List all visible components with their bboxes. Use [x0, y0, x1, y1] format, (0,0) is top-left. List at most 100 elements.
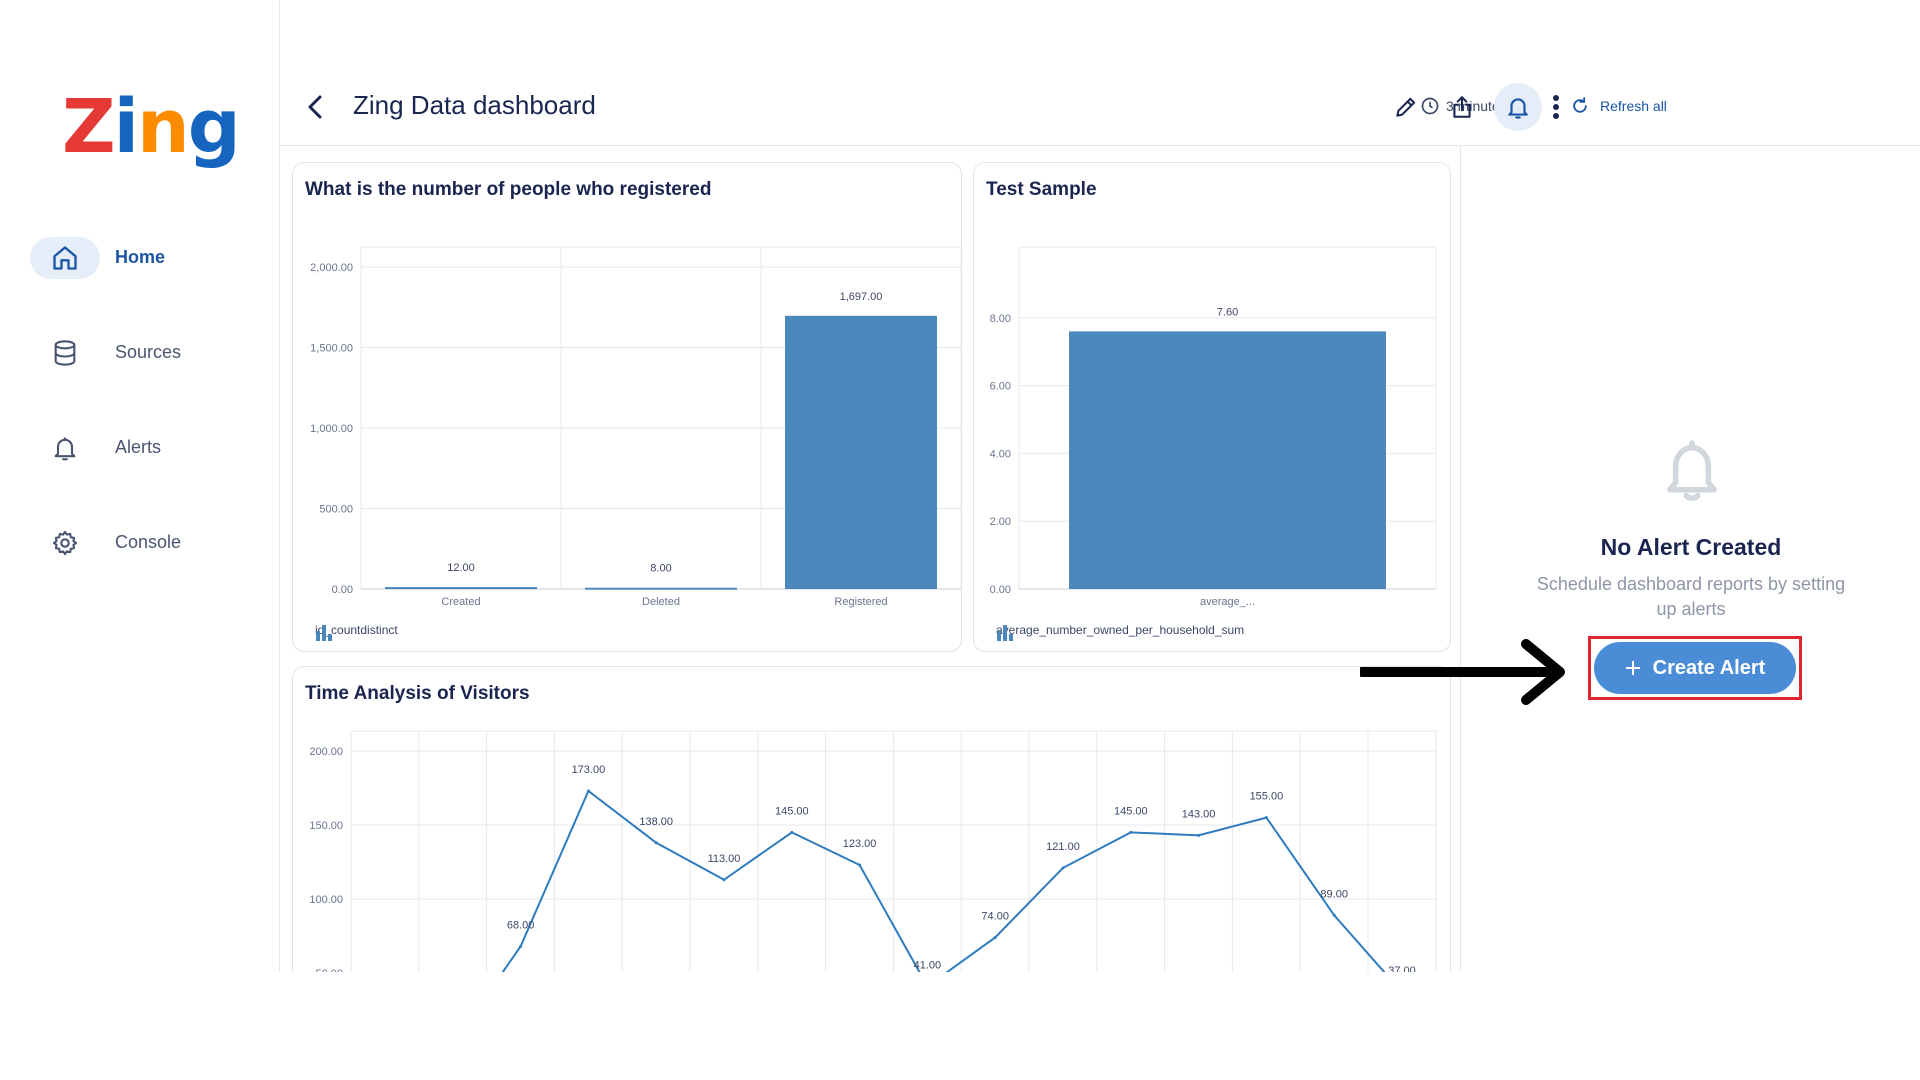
sidebar-item-label: Sources [115, 342, 182, 362]
data-point [1264, 816, 1268, 820]
data-point [722, 878, 726, 882]
bar-data-label: 12.00 [447, 562, 475, 574]
bar-chart-icon [316, 625, 332, 641]
series-line [501, 789, 1386, 972]
more-vertical-icon [1553, 95, 1559, 119]
bar [385, 587, 537, 590]
point-data-label: 68.00 [507, 919, 535, 931]
share-icon [1453, 96, 1471, 118]
chart-card-registered[interactable]: What is the number of people who registe… [292, 162, 962, 652]
clock-icon [1421, 97, 1439, 115]
point-data-label: 173.00 [572, 764, 606, 776]
home-icon [30, 236, 100, 279]
data-point [1332, 913, 1336, 917]
bell-icon [1667, 440, 1717, 501]
highlight-annotation-box [1588, 636, 1802, 700]
dashboard-header: Zing Data dashboard 3 minutes ago Refres… [280, 72, 1920, 146]
point-data-label: 138.00 [639, 816, 673, 828]
sidebar-item-label: Console [115, 532, 182, 552]
point-data-label: 89.00 [1320, 888, 1348, 900]
point-data-label: 41.00 [914, 959, 942, 971]
refresh-all-button[interactable]: Refresh all [1570, 96, 1667, 116]
chart-legend: id_countdistinct [315, 623, 398, 641]
bell-icon [1508, 98, 1528, 119]
pencil-icon [1396, 97, 1416, 117]
y-tick-label: 2,000.00 [310, 262, 353, 274]
logo-letter-i: i [113, 84, 139, 170]
bar-data-label: 7.60 [1217, 306, 1238, 318]
data-point [1129, 830, 1133, 834]
y-tick-label: 6.00 [990, 381, 1011, 393]
bar [785, 315, 937, 589]
empty-state-subtitle: Schedule dashboard reports by setting up… [1536, 574, 1846, 619]
point-data-label: 145.00 [1114, 805, 1148, 817]
create-alert-button[interactable]: Create Alert [1594, 642, 1796, 694]
x-tick-label: average_... [1200, 596, 1255, 608]
x-tick-label: Deleted [642, 596, 680, 608]
back-button[interactable] [300, 90, 330, 124]
y-tick-label: 2.00 [990, 516, 1011, 528]
data-point [790, 830, 794, 834]
bar-data-label: 8.00 [650, 563, 671, 575]
y-tick-label: 100.00 [309, 894, 343, 906]
sidebar-item-label: Home [115, 247, 166, 267]
data-point [993, 935, 997, 939]
sidebar-item-alerts[interactable]: Alerts [0, 400, 280, 495]
data-point [519, 944, 523, 948]
alerts-panel: No Alert Created Schedule dashboard repo… [1460, 146, 1920, 972]
bell-icon [30, 427, 100, 469]
point-data-label: 113.00 [708, 853, 741, 865]
more-options-button[interactable] [1538, 83, 1574, 131]
data-point [1197, 833, 1201, 837]
alerts-toggle-button[interactable] [1494, 83, 1542, 131]
bar [585, 587, 737, 590]
legend-label: average_number_owned_per_household_sum [996, 623, 1245, 637]
y-tick-label: 4.00 [990, 448, 1011, 460]
data-point [858, 863, 862, 867]
sidebar-item-console[interactable]: Console [0, 495, 280, 590]
x-tick-label: Created [441, 596, 480, 608]
point-data-label: 74.00 [981, 910, 1009, 922]
y-tick-label: 0.00 [332, 584, 353, 596]
empty-state-title: No Alert Created [1600, 534, 1782, 560]
chevron-left-icon [308, 95, 322, 119]
sidebar-item-label: Alerts [115, 437, 162, 457]
page-title: Zing Data dashboard [353, 90, 596, 120]
arrow-right-icon [1360, 639, 1565, 705]
create-alert-label: Create Alert [1652, 656, 1766, 679]
point-data-label: 143.00 [1182, 808, 1216, 820]
chart-title: What is the number of people who registe… [305, 179, 712, 200]
gear-icon [30, 522, 100, 564]
point-data-label: 155.00 [1250, 791, 1284, 803]
y-tick-label: 500.00 [319, 504, 353, 516]
point-data-label: 145.00 [775, 805, 809, 817]
sidebar-nav: Home Sources Alerts Console [0, 210, 280, 590]
edit-button[interactable] [1382, 83, 1430, 131]
y-tick-label: 1,500.00 [310, 343, 353, 355]
chart-card-test-sample[interactable]: Test Sample 0.00 2.00 4.00 6.00 8.00 7.60 aver… [973, 162, 1451, 652]
y-tick-label: 0.00 [990, 584, 1011, 596]
refresh-all-label: Refresh all [1600, 98, 1667, 114]
logo-letter-g: g [187, 84, 241, 170]
dashboard-content: What is the number of people who registe… [280, 146, 1460, 972]
refresh-icon [1573, 97, 1587, 113]
y-tick-label: 1,000.00 [310, 423, 353, 435]
chart-card-visitors[interactable]: Time Analysis of Visitors 50.00 100.00 150… [292, 666, 1451, 972]
bar-chart-icon [997, 625, 1013, 641]
chart-legend: average_number_owned_per_household_sum [996, 623, 1245, 641]
y-tick-label: 8.00 [990, 313, 1011, 325]
plus-icon [1625, 661, 1640, 675]
bar-data-label: 1,697.00 [840, 291, 883, 303]
sidebar-item-sources[interactable]: Sources [0, 305, 280, 400]
y-tick-label: 200.00 [309, 746, 343, 758]
chart-title: Time Analysis of Visitors [305, 683, 530, 704]
y-tick-label: 50.00 [315, 968, 343, 972]
sidebar-item-home[interactable]: Home [0, 210, 280, 305]
share-button[interactable] [1438, 83, 1486, 131]
line-chart-visitors: 50.00100.00150.00200.001.002.0068.00173.… [309, 730, 1438, 972]
data-point [654, 841, 658, 845]
point-data-label: 123.00 [843, 838, 877, 850]
